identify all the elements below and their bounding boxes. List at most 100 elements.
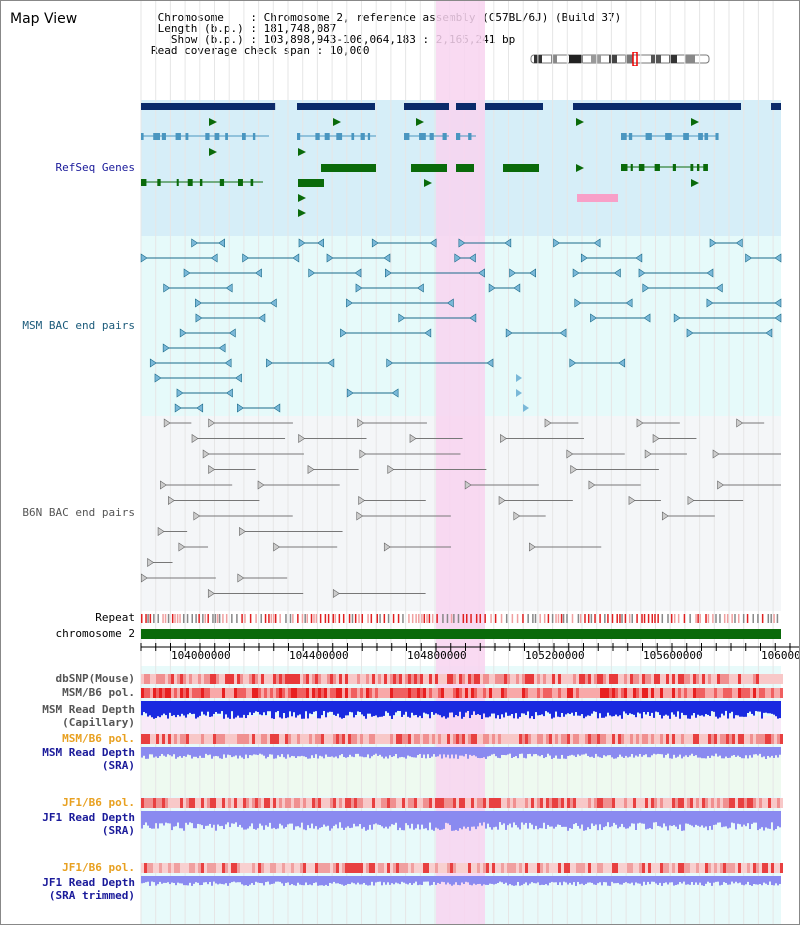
depth-bar bbox=[669, 747, 671, 759]
depth-bar bbox=[469, 876, 471, 885]
depth-bar bbox=[397, 876, 399, 884]
depth-bar bbox=[543, 701, 545, 717]
pol-strip-cell bbox=[564, 863, 567, 873]
pol-strip-cell bbox=[387, 734, 390, 744]
depth-bar bbox=[519, 747, 521, 754]
depth-bar bbox=[191, 747, 193, 759]
depth-bar bbox=[409, 876, 411, 883]
depth-bar bbox=[549, 811, 551, 827]
depth-bar bbox=[269, 747, 271, 755]
pol-strip-cell bbox=[492, 798, 495, 808]
depth-bar bbox=[185, 876, 187, 886]
repeat-mark bbox=[149, 614, 152, 623]
depth-bar bbox=[385, 811, 387, 827]
depth-bar bbox=[671, 747, 673, 759]
pol-strip-cell bbox=[219, 798, 222, 808]
depth-bar bbox=[707, 747, 709, 757]
depth-bar bbox=[321, 811, 323, 828]
depth-bar bbox=[685, 747, 687, 756]
pol-strip-cell bbox=[666, 688, 669, 698]
depth-bar bbox=[499, 747, 501, 759]
pol-strip-cell bbox=[681, 798, 684, 808]
depth-bar bbox=[491, 811, 493, 830]
pol-strip-cell bbox=[627, 798, 630, 808]
depth-bar bbox=[577, 747, 579, 755]
pol-strip-cell bbox=[702, 674, 705, 684]
bac-end-marker bbox=[544, 418, 552, 428]
pol-strip-cell bbox=[372, 734, 375, 744]
pol-strip-cell bbox=[180, 688, 183, 698]
repeat-mark bbox=[198, 614, 200, 623]
repeat-mark bbox=[628, 614, 631, 623]
depth-bar bbox=[149, 747, 151, 755]
pol-strip-cell bbox=[627, 863, 630, 873]
repeat-mark bbox=[204, 614, 207, 623]
depth-bar bbox=[693, 701, 695, 714]
depth-bar bbox=[181, 811, 183, 829]
depth-bar bbox=[553, 747, 555, 758]
bac-end-marker bbox=[687, 495, 695, 506]
depth-bar bbox=[399, 811, 401, 828]
depth-bar bbox=[443, 701, 445, 717]
depth-bar bbox=[587, 747, 589, 756]
track-label-msm-bac[interactable]: MSM BAC end pairs bbox=[22, 319, 135, 332]
depth-bar bbox=[227, 811, 229, 823]
pol-strip-cell bbox=[546, 674, 549, 684]
depth-bar bbox=[249, 811, 251, 827]
depth-bar bbox=[287, 701, 289, 718]
pol-strip-cell bbox=[147, 863, 150, 873]
pol-strip-cell bbox=[750, 798, 753, 808]
depth-bar bbox=[341, 701, 343, 719]
repeat-mark bbox=[505, 614, 508, 623]
depth-bar bbox=[185, 701, 187, 718]
depth-bar bbox=[313, 876, 315, 884]
depth-bar bbox=[425, 701, 427, 714]
bac-end-marker bbox=[478, 268, 485, 278]
pol-strip-cell bbox=[732, 674, 735, 684]
repeat-mark bbox=[532, 614, 534, 623]
depth-bar bbox=[745, 876, 747, 885]
pol-strip-cell bbox=[522, 734, 525, 744]
depth-bar bbox=[579, 747, 581, 756]
depth-bar bbox=[445, 811, 447, 823]
depth-bar bbox=[235, 701, 237, 718]
depth-bar bbox=[359, 811, 361, 825]
pol-strip-cell bbox=[180, 863, 183, 873]
pol-strip-cell bbox=[588, 734, 591, 744]
depth-bar bbox=[237, 747, 239, 759]
pol-strip-cell bbox=[144, 734, 147, 744]
depth-bar bbox=[203, 876, 205, 883]
depth-bar bbox=[467, 747, 469, 759]
pol-strip-cell bbox=[594, 863, 597, 873]
depth-bar bbox=[325, 876, 327, 885]
pol-strip-cell bbox=[570, 688, 573, 698]
track-label-refseq[interactable]: RefSeq Genes bbox=[55, 161, 135, 174]
depth-bar bbox=[269, 701, 271, 712]
pol-strip-cell bbox=[603, 674, 606, 684]
pol-strip-cell bbox=[261, 734, 264, 744]
repeat-mark bbox=[231, 614, 233, 623]
depth-bar bbox=[751, 747, 753, 758]
repeat-mark bbox=[695, 614, 697, 623]
depth-bar bbox=[755, 876, 757, 885]
depth-bar bbox=[299, 811, 301, 828]
pol-strip-cell bbox=[555, 688, 558, 698]
track-label-b6n-bac[interactable]: B6N BAC end pairs bbox=[22, 506, 135, 519]
depth-bar bbox=[433, 701, 435, 715]
pol-strip-cell bbox=[483, 688, 486, 698]
depth-bar bbox=[637, 747, 639, 757]
pol-strip-cell bbox=[510, 798, 513, 808]
pol-strip-cell bbox=[198, 798, 201, 808]
pol-strip-cell bbox=[336, 688, 339, 698]
pol-strip-cell bbox=[477, 798, 480, 808]
depth-bar bbox=[727, 811, 729, 829]
pol-strip-cell bbox=[312, 734, 315, 744]
depth-bar bbox=[731, 747, 733, 756]
repeat-mark bbox=[527, 614, 529, 623]
pol-strip-cell bbox=[261, 688, 264, 698]
pol-strip-cell bbox=[213, 798, 216, 808]
depth-bar bbox=[717, 701, 719, 719]
pol-strip-cell bbox=[696, 688, 699, 698]
pol-strip-cell bbox=[342, 674, 345, 684]
